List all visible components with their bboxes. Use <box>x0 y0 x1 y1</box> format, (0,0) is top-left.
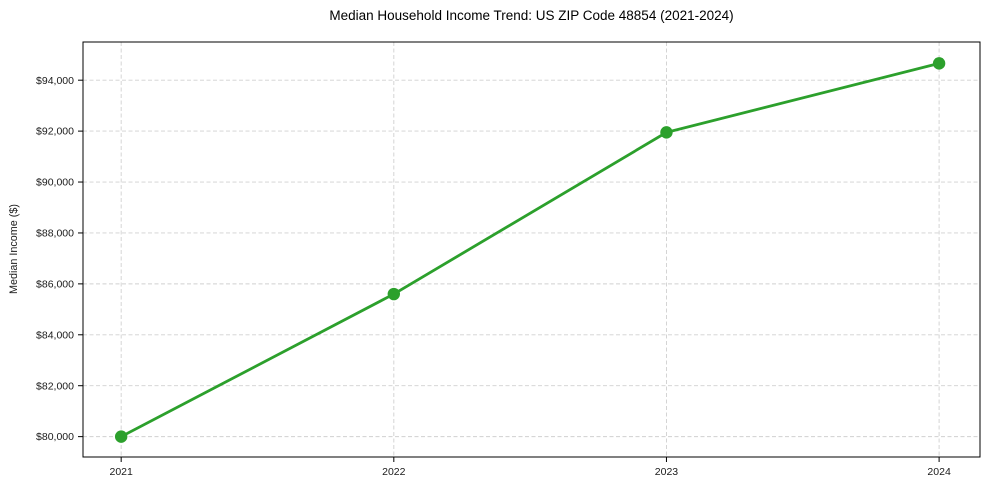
data-point-2024 <box>932 57 946 70</box>
x-tick-label: 2022 <box>382 466 406 478</box>
data-point-2021 <box>114 430 128 443</box>
y-tick-label: $90,000 <box>36 177 74 189</box>
y-tick-label: $94,000 <box>36 75 74 87</box>
y-tick-label: $88,000 <box>36 228 74 240</box>
data-point-2022 <box>387 287 401 301</box>
x-tick-label: 2023 <box>655 466 679 478</box>
trend-line <box>119 61 941 439</box>
x-tick-label: 2024 <box>927 466 951 478</box>
data-point-2023 <box>660 126 673 139</box>
plot-border <box>82 41 981 458</box>
y-tick-label: $92,000 <box>36 126 74 138</box>
x-tick-label: 2021 <box>109 466 133 478</box>
y-tick-label: $82,000 <box>36 380 74 392</box>
y-tick-label: $84,000 <box>36 329 74 341</box>
y-tick-label: $80,000 <box>36 431 74 443</box>
chart-title: Median Household Income Trend: US ZIP Co… <box>329 8 734 23</box>
y-tick-label: $86,000 <box>36 278 74 290</box>
